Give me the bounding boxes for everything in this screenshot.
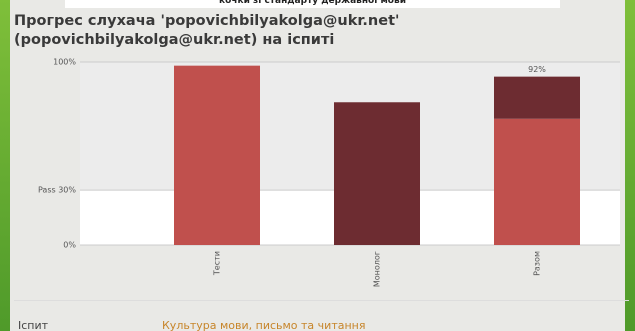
footer-left: Іспит: [18, 319, 49, 331]
bar: [174, 65, 260, 245]
edge: [0, 0, 10, 331]
bar: [334, 102, 420, 245]
y-tick-label: Pass 30%: [38, 186, 76, 195]
y-tick-label: 0%: [63, 241, 76, 250]
edge: [625, 0, 635, 331]
footer: Іспит Культура мови, письмо та читання: [14, 300, 629, 331]
total-label: 92%: [528, 65, 546, 74]
bar: [494, 76, 580, 119]
footer-right: Культура мови, письмо та читання: [162, 319, 366, 331]
x-tick-label: Монолог: [373, 251, 382, 287]
chart-title: Прогрес слухача 'popovichbilyakolga@ukr.…: [14, 13, 400, 48]
y-tick-label: 100%: [53, 58, 76, 67]
x-tick-label: Разом: [533, 251, 542, 276]
x-tick-label: Тести: [213, 251, 222, 276]
banner: кочки зі стандарту державної мови: [65, 0, 560, 8]
bar: [494, 118, 580, 245]
